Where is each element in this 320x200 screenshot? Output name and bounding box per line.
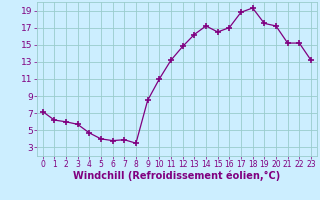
- X-axis label: Windchill (Refroidissement éolien,°C): Windchill (Refroidissement éolien,°C): [73, 171, 280, 181]
